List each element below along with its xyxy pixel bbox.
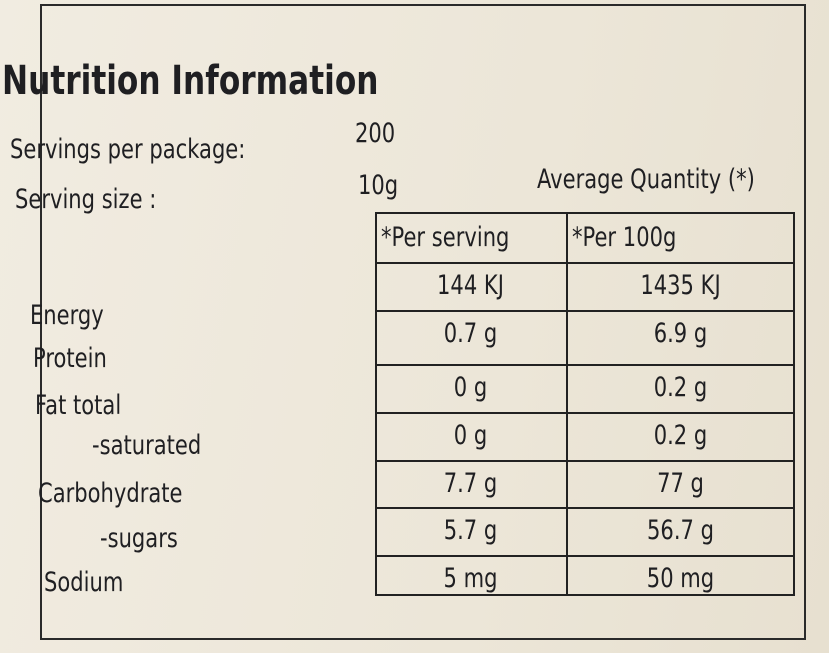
cell-value: 0 g <box>453 420 488 451</box>
nutrition-table <box>375 212 795 596</box>
table-caption: Average Quantity (*) <box>537 164 755 195</box>
servings-value: 200 <box>355 118 396 149</box>
cell-value: 6.9 g <box>653 318 708 349</box>
cell-value: 0.2 g <box>653 372 708 403</box>
row-label: Protein <box>33 343 107 374</box>
cell-value: 7.7 g <box>443 468 498 499</box>
row-divider <box>375 310 795 312</box>
cell-value: 5 mg <box>443 563 498 594</box>
row-divider <box>375 507 795 509</box>
cell-value: 1435 KJ <box>640 270 721 301</box>
cell-value: 0.2 g <box>653 420 708 451</box>
column-header: *Per 100g <box>572 222 677 253</box>
row-divider <box>375 555 795 557</box>
column-header: *Per serving <box>381 222 510 253</box>
row-label: Fat total <box>35 390 122 421</box>
row-divider <box>375 412 795 414</box>
row-label: -saturated <box>92 430 202 461</box>
row-label: Sodium <box>44 567 124 598</box>
cell-value: 0 g <box>453 372 488 403</box>
label-border <box>40 4 806 640</box>
row-label: Carbohydrate <box>38 478 183 509</box>
cell-value: 50 mg <box>646 563 715 594</box>
cell-value: 5.7 g <box>443 515 498 546</box>
cell-value: 77 g <box>657 468 704 499</box>
cell-value: 0.7 g <box>443 318 498 349</box>
cell-value: 144 KJ <box>437 270 504 301</box>
row-label: Energy <box>30 300 104 331</box>
row-label: -sugars <box>100 523 178 554</box>
cell-value: 56.7 g <box>647 515 714 546</box>
servings-label: Servings per package: <box>10 134 246 165</box>
serving-size-label: Serving size : <box>15 184 157 215</box>
serving-size-value: 10g <box>358 170 399 201</box>
row-divider <box>375 262 795 264</box>
title: Nutrition Information <box>2 58 379 104</box>
row-divider <box>375 364 795 366</box>
column-divider <box>566 212 568 596</box>
row-divider <box>375 460 795 462</box>
